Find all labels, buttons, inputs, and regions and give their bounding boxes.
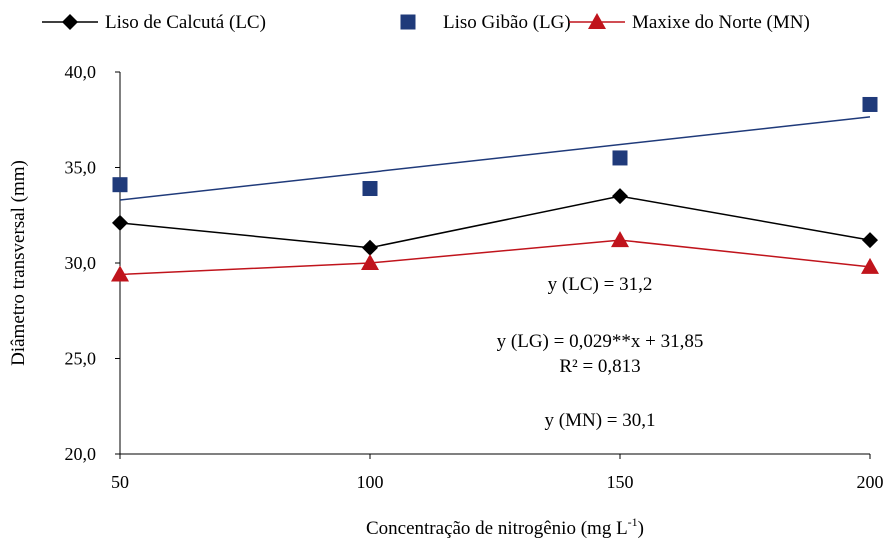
trendline (119, 116, 871, 201)
data-point (112, 214, 128, 231)
x-tick-label: 100 (357, 472, 384, 492)
x-axis-title: Concentração de nitrogênio (mg L-1) (366, 515, 644, 539)
x-tick-label: 50 (111, 472, 129, 492)
data-point (612, 150, 628, 166)
y-tick-label: 20,0 (65, 444, 97, 464)
series-line (119, 239, 871, 276)
x-axis-title-superscript: -1 (628, 515, 638, 529)
legend-label: Liso de Calcutá (LC) (105, 12, 266, 33)
annotations: y (LC) = 31,2 y (LG) = 0,029**x + 31,85 R²… (497, 274, 704, 431)
x-tick-label: 200 (857, 472, 884, 492)
x-axis-title-end: ) (638, 518, 644, 539)
x-tick-label: 150 (607, 472, 634, 492)
y-axis-title: Diâmetro transversal (mm) (8, 160, 29, 366)
legend-marker (400, 14, 416, 30)
legend-item-1: Liso Gibão (LG) (400, 12, 571, 33)
plot-area (111, 96, 879, 282)
data-point (612, 188, 628, 205)
annotation-equation: R² = 0,813 (559, 356, 640, 377)
legend-label: Liso Gibão (LG) (443, 12, 571, 33)
legend-item-0: Liso de Calcutá (LC) (42, 12, 266, 33)
legend-marker (588, 13, 606, 29)
axes: 20,0 25,0 30,0 35,0 40,0 50 100 150 200 (65, 62, 884, 492)
x-axis-title-main: Concentração de nitrogênio (mg L (366, 518, 628, 539)
y-tick-label: 40,0 (65, 62, 97, 82)
legend-item-2: Maxixe do Norte (MN) (569, 12, 810, 33)
legend-marker (62, 14, 78, 30)
legend: Liso de Calcutá (LC) Liso Gibão (LG) Maxix… (42, 12, 810, 33)
series-1 (112, 96, 878, 201)
data-point (611, 231, 629, 248)
series-2 (111, 231, 879, 282)
data-point (361, 254, 379, 270)
data-point (362, 239, 378, 256)
y-tick-label: 30,0 (65, 253, 97, 273)
series-0 (112, 188, 878, 256)
data-point (362, 181, 378, 197)
annotation-equation: y (MN) = 30,1 (545, 410, 656, 431)
data-point (862, 96, 878, 112)
data-point (861, 257, 879, 274)
annotation-equation: y (LG) = 0,029**x + 31,85 (497, 331, 704, 352)
series-line (119, 195, 871, 249)
y-tick-label: 25,0 (65, 349, 97, 369)
data-point (112, 177, 128, 193)
annotation-equation: y (LC) = 31,2 (548, 274, 653, 295)
data-point (111, 265, 129, 282)
data-point (862, 232, 878, 249)
y-tick-label: 35,0 (65, 158, 97, 178)
legend-label: Maxixe do Norte (MN) (632, 12, 810, 33)
